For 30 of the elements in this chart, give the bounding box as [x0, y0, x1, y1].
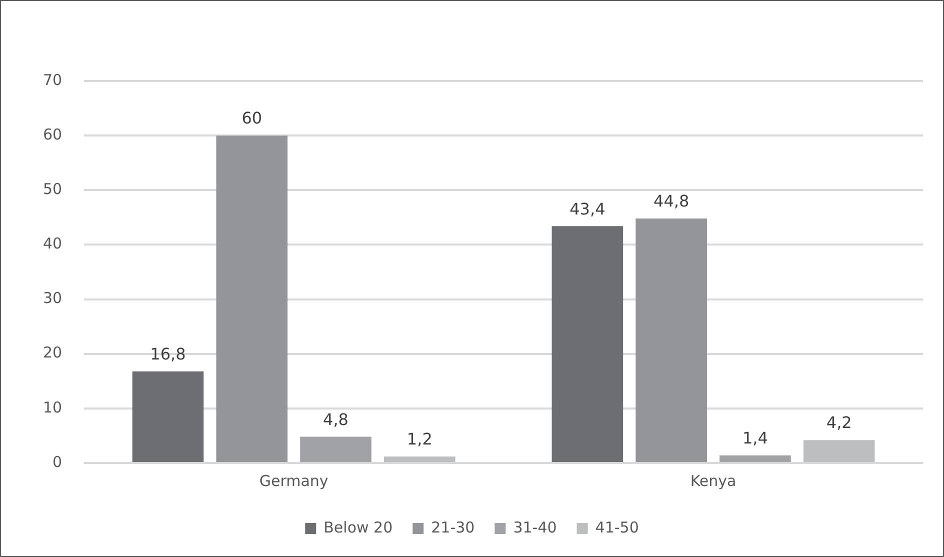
bar [552, 226, 624, 462]
legend-label: 31-40 [513, 518, 557, 536]
x-tick-label: Germany [259, 472, 328, 490]
data-label: 4,2 [826, 413, 852, 432]
y-tick-label: 30 [42, 289, 62, 308]
data-label: 1,2 [406, 430, 432, 449]
y-tick-label: 40 [42, 234, 62, 253]
data-label: 1,4 [742, 428, 768, 448]
y-tick-label: 10 [42, 398, 62, 416]
bar [803, 440, 875, 462]
y-tick-label: 60 [42, 125, 62, 144]
legend-label: 41-50 [595, 518, 639, 536]
y-tick-label: 0 [52, 452, 62, 471]
bar [636, 218, 707, 462]
bar [216, 136, 288, 462]
bar [384, 456, 456, 462]
data-label: 4,8 [323, 410, 348, 429]
x-tick-label: Kenya [690, 472, 736, 490]
data-label: 44,8 [654, 192, 690, 211]
y-tick-label: 70 [42, 70, 62, 89]
data-label: 60 [242, 108, 262, 128]
legend-label: 21-30 [431, 518, 475, 536]
legend-label: Below 20 [324, 518, 393, 536]
bar [132, 371, 204, 462]
bar [720, 455, 791, 462]
data-label: 16,8 [150, 344, 186, 364]
y-tick-label: 50 [42, 180, 62, 198]
data-label: 43,4 [570, 199, 606, 218]
y-tick-label: 20 [42, 344, 62, 362]
bar [300, 436, 372, 462]
